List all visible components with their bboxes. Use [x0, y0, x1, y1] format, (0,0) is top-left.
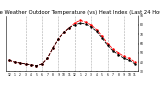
Title: Milwaukee Weather Outdoor Temperature (vs) Heat Index (Last 24 Hours): Milwaukee Weather Outdoor Temperature (v… [0, 10, 160, 15]
